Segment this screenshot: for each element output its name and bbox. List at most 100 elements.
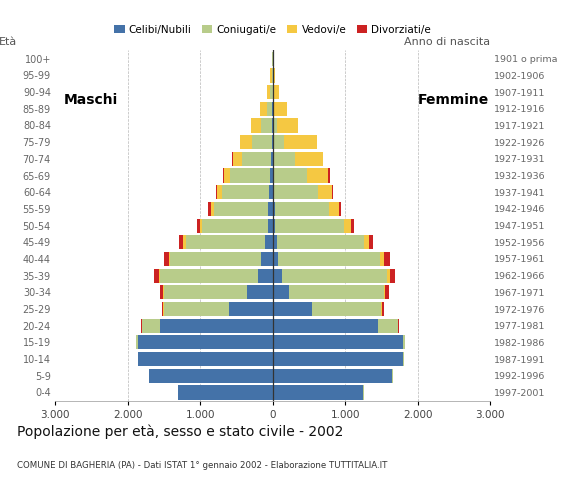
Bar xyxy=(141,319,142,333)
Bar xyxy=(154,269,159,283)
Bar xyxy=(382,302,384,316)
Bar xyxy=(265,235,273,250)
Bar xyxy=(273,85,279,99)
Bar xyxy=(318,185,332,199)
Bar xyxy=(277,119,298,132)
Bar xyxy=(273,336,403,349)
Bar xyxy=(273,68,275,83)
Bar xyxy=(240,135,252,149)
Bar xyxy=(369,235,374,250)
Bar xyxy=(267,218,273,233)
Bar xyxy=(272,68,273,83)
Bar xyxy=(273,269,282,283)
Bar xyxy=(267,85,270,99)
Bar xyxy=(385,285,389,300)
Bar xyxy=(384,252,390,266)
Bar xyxy=(186,235,265,250)
Bar xyxy=(274,185,318,199)
Bar xyxy=(390,269,395,283)
Bar xyxy=(307,168,328,182)
Bar xyxy=(137,352,139,366)
Bar xyxy=(197,218,200,233)
Bar xyxy=(224,168,230,182)
Bar xyxy=(251,119,262,132)
Bar xyxy=(275,202,329,216)
Bar xyxy=(214,202,268,216)
Bar xyxy=(273,102,274,116)
Bar xyxy=(200,218,202,233)
Bar xyxy=(269,185,273,199)
Text: Popolazione per età, sesso e stato civile - 2002: Popolazione per età, sesso e stato civil… xyxy=(17,425,344,439)
Bar xyxy=(229,302,273,316)
Bar xyxy=(260,102,267,116)
Bar xyxy=(273,52,274,66)
Bar xyxy=(273,185,274,199)
Bar xyxy=(217,185,222,199)
Bar xyxy=(273,135,284,149)
Bar xyxy=(171,252,261,266)
Bar xyxy=(164,302,229,316)
Bar xyxy=(159,269,160,283)
Bar xyxy=(160,319,273,333)
Text: Femmine: Femmine xyxy=(418,94,490,108)
Bar xyxy=(282,269,387,283)
Bar xyxy=(329,202,339,216)
Bar xyxy=(273,302,313,316)
Bar xyxy=(162,302,163,316)
Bar xyxy=(273,168,274,182)
Bar xyxy=(164,252,169,266)
Bar xyxy=(398,319,399,333)
Bar xyxy=(216,185,217,199)
Bar xyxy=(273,202,275,216)
Bar xyxy=(273,235,277,250)
Bar xyxy=(273,285,289,300)
Bar xyxy=(139,336,273,349)
Bar xyxy=(387,269,390,283)
Bar xyxy=(274,102,287,116)
Bar xyxy=(273,252,278,266)
Bar xyxy=(270,68,272,83)
Bar xyxy=(276,218,345,233)
Bar xyxy=(277,235,364,250)
Bar xyxy=(208,202,211,216)
Bar xyxy=(328,168,329,182)
Bar xyxy=(139,352,273,366)
Legend: Celibi/Nubili, Coniugati/e, Vedovi/e, Divorziati/e: Celibi/Nubili, Coniugati/e, Vedovi/e, Di… xyxy=(110,21,435,39)
Bar xyxy=(339,202,340,216)
Bar xyxy=(284,135,317,149)
Bar xyxy=(273,319,378,333)
Bar xyxy=(383,285,385,300)
Bar xyxy=(211,202,214,216)
Bar xyxy=(345,218,351,233)
Bar xyxy=(378,319,398,333)
Bar xyxy=(160,285,163,300)
Bar xyxy=(272,135,273,149)
Bar xyxy=(258,269,273,283)
Text: Età: Età xyxy=(0,37,17,47)
Bar xyxy=(364,235,369,250)
Bar xyxy=(363,385,364,399)
Bar xyxy=(247,285,273,300)
Bar xyxy=(267,102,273,116)
Bar xyxy=(136,336,139,349)
Bar xyxy=(274,168,307,182)
Bar xyxy=(148,369,149,383)
Bar xyxy=(202,218,267,233)
Bar xyxy=(278,252,380,266)
Bar xyxy=(273,218,275,233)
Bar xyxy=(295,152,322,166)
Bar xyxy=(261,252,273,266)
Bar xyxy=(270,85,273,99)
Bar xyxy=(271,152,273,166)
Bar xyxy=(178,385,273,399)
Bar xyxy=(403,336,405,349)
Bar xyxy=(332,185,333,199)
Bar xyxy=(351,218,354,233)
Bar xyxy=(232,152,233,166)
Text: Anno di nascita: Anno di nascita xyxy=(404,37,490,47)
Bar xyxy=(268,202,273,216)
Bar xyxy=(273,352,403,366)
Bar xyxy=(270,168,273,182)
Bar xyxy=(273,119,277,132)
Bar xyxy=(242,152,271,166)
